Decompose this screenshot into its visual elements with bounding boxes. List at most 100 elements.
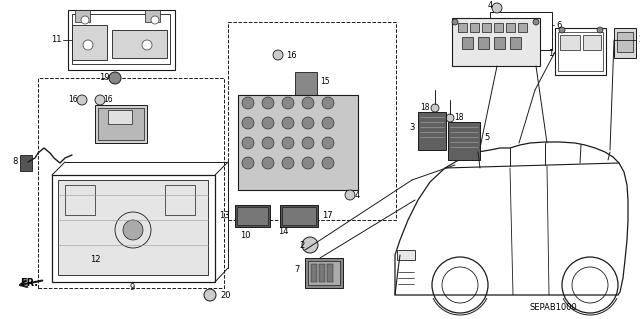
Text: 12: 12 <box>90 256 100 264</box>
Bar <box>560 35 580 50</box>
Text: SEPAB1000: SEPAB1000 <box>530 303 578 313</box>
Text: 16: 16 <box>103 95 113 105</box>
Circle shape <box>345 190 355 200</box>
Bar <box>98 108 144 140</box>
Bar <box>228 22 396 220</box>
Text: 10: 10 <box>240 231 250 240</box>
Bar <box>95 105 147 143</box>
Text: 16: 16 <box>286 50 296 60</box>
Bar <box>145 10 160 22</box>
Text: 6: 6 <box>556 20 561 29</box>
Bar <box>510 37 521 49</box>
Circle shape <box>322 117 334 129</box>
Circle shape <box>109 72 121 84</box>
Text: 3: 3 <box>410 123 415 132</box>
Bar <box>311 264 317 282</box>
Text: 5: 5 <box>484 133 489 143</box>
Text: 9: 9 <box>130 284 135 293</box>
Circle shape <box>302 157 314 169</box>
Text: 14: 14 <box>278 227 289 236</box>
Bar <box>237 207 268 225</box>
Circle shape <box>262 137 274 149</box>
Bar <box>506 23 515 32</box>
Text: 13: 13 <box>220 211 230 219</box>
Bar <box>478 37 489 49</box>
Circle shape <box>273 50 283 60</box>
Text: 4: 4 <box>488 2 493 11</box>
Circle shape <box>559 27 565 33</box>
Circle shape <box>322 137 334 149</box>
Circle shape <box>142 40 152 50</box>
Circle shape <box>597 27 603 33</box>
Circle shape <box>302 117 314 129</box>
Bar <box>319 264 325 282</box>
Circle shape <box>322 157 334 169</box>
Circle shape <box>242 97 254 109</box>
Bar <box>482 23 491 32</box>
Circle shape <box>262 157 274 169</box>
Bar <box>494 23 503 32</box>
Circle shape <box>282 117 294 129</box>
Text: 1: 1 <box>548 48 553 57</box>
Circle shape <box>242 157 254 169</box>
Circle shape <box>204 289 216 301</box>
Bar <box>462 37 473 49</box>
Circle shape <box>151 16 159 24</box>
Bar <box>72 25 107 60</box>
Bar <box>72 14 170 64</box>
Bar <box>235 205 270 227</box>
Bar <box>282 207 316 225</box>
Bar <box>458 23 467 32</box>
Bar <box>20 155 32 171</box>
Bar <box>327 264 333 282</box>
Bar <box>112 30 167 58</box>
Circle shape <box>282 97 294 109</box>
Circle shape <box>282 157 294 169</box>
Text: 4: 4 <box>355 190 360 199</box>
Text: 2: 2 <box>300 241 305 249</box>
Bar <box>308 261 340 285</box>
Bar <box>452 18 540 66</box>
Text: 18: 18 <box>454 114 463 122</box>
Bar <box>165 185 195 215</box>
Text: 8: 8 <box>13 158 18 167</box>
Circle shape <box>431 104 439 112</box>
Bar <box>280 205 318 227</box>
Circle shape <box>242 137 254 149</box>
Bar <box>518 23 527 32</box>
Circle shape <box>492 3 502 13</box>
Bar <box>238 95 358 190</box>
Circle shape <box>302 97 314 109</box>
Bar <box>490 12 552 50</box>
Text: 7: 7 <box>294 265 300 275</box>
Bar <box>305 258 343 288</box>
Text: 17: 17 <box>322 211 333 219</box>
Text: FR.: FR. <box>20 278 38 288</box>
Circle shape <box>242 117 254 129</box>
Bar <box>470 23 479 32</box>
Circle shape <box>81 16 89 24</box>
Bar <box>494 37 505 49</box>
Text: 20: 20 <box>220 291 230 300</box>
Bar <box>418 112 446 150</box>
Bar <box>108 110 132 124</box>
Circle shape <box>446 114 454 122</box>
Circle shape <box>77 95 87 105</box>
Circle shape <box>83 40 93 50</box>
Bar <box>65 185 95 215</box>
Circle shape <box>322 97 334 109</box>
Text: 18: 18 <box>420 103 430 113</box>
Bar <box>295 72 317 97</box>
Bar <box>614 28 636 58</box>
Circle shape <box>533 19 539 25</box>
Circle shape <box>452 19 458 25</box>
Text: 19: 19 <box>99 73 110 83</box>
Text: 15: 15 <box>320 78 330 86</box>
Bar <box>617 32 633 52</box>
Circle shape <box>302 237 318 253</box>
Bar <box>397 250 415 260</box>
Text: 11: 11 <box>51 35 62 44</box>
Circle shape <box>282 137 294 149</box>
Circle shape <box>302 137 314 149</box>
Text: 2: 2 <box>638 35 640 44</box>
